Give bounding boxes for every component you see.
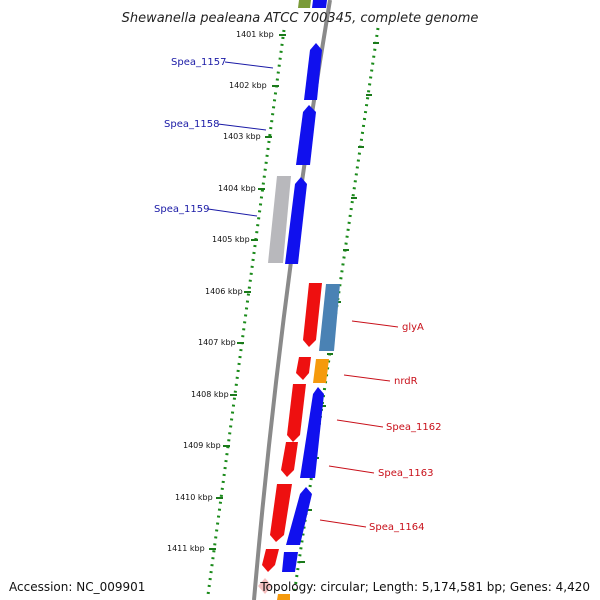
- kbp-label: 1406 kbp: [205, 287, 243, 296]
- gene-olive: [298, 0, 311, 8]
- gene-label: glyA: [402, 322, 424, 333]
- gene-blue-4: [285, 177, 307, 264]
- gene-gray: [268, 176, 291, 263]
- kbp-label: 1409 kbp: [183, 441, 221, 450]
- inner-dash-marks: [209, 34, 286, 550]
- kbp-label: 1404 kbp: [218, 184, 256, 193]
- kbp-label: 1403 kbp: [223, 132, 261, 141]
- inner-tick-ruler: [206, 29, 286, 596]
- gene-orange-2: [277, 594, 290, 600]
- gene-label: Spea_1157: [171, 57, 226, 68]
- kbp-label: 1411 kbp: [167, 544, 205, 553]
- gene-label: Spea_1164: [369, 522, 424, 533]
- gene-blue-7: [282, 552, 298, 572]
- gene-orange: [313, 359, 329, 383]
- gene-blue-5: [300, 387, 324, 478]
- topology-label: Topology: circular; Length: 5,174,581 bp…: [260, 580, 590, 594]
- gene-label: nrdR: [394, 376, 418, 387]
- kbp-label: 1402 kbp: [229, 81, 267, 90]
- gene-label: Spea_1158: [164, 119, 219, 130]
- gene-label: Spea_1162: [386, 422, 441, 433]
- gene-red-1: [303, 283, 322, 347]
- genome-title: Shewanella pealeana ATCC 700345, complet…: [122, 11, 479, 26]
- gene-red-6: [262, 549, 279, 572]
- left-leader-lines: [207, 61, 274, 217]
- gene-blue-1: [312, 0, 327, 8]
- kbp-labels: 1401 kbp 1402 kbp 1403 kbp 1404 kbp 1405…: [167, 30, 274, 553]
- gene-red-4: [281, 442, 298, 477]
- gene-red-2: [296, 357, 311, 380]
- gene-blue-2: [304, 43, 322, 100]
- gene-lightblue: [319, 284, 340, 351]
- accession-label: Accession: NC_009901: [9, 580, 146, 594]
- gene-features: [258, 0, 340, 600]
- gene-labels-left: Spea_1157 Spea_1158 Spea_1159: [154, 57, 226, 215]
- right-leader-lines: [319, 320, 399, 528]
- kbp-label: 1407 kbp: [198, 338, 236, 347]
- gene-label: Spea_1159: [154, 204, 209, 215]
- kbp-label: 1408 kbp: [191, 390, 229, 399]
- gene-red-5: [270, 484, 292, 542]
- gene-blue-3: [296, 105, 316, 165]
- kbp-label: 1401 kbp: [236, 30, 274, 39]
- gene-label: Spea_1163: [378, 468, 433, 479]
- gene-blue-6: [286, 487, 312, 545]
- kbp-label: 1410 kbp: [175, 493, 213, 502]
- gene-labels-right: glyA nrdR Spea_1162 Spea_1163 Spea_1164: [369, 322, 441, 533]
- gene-red-3: [287, 384, 306, 442]
- kbp-label: 1405 kbp: [212, 235, 250, 244]
- gene-pink: [258, 578, 272, 594]
